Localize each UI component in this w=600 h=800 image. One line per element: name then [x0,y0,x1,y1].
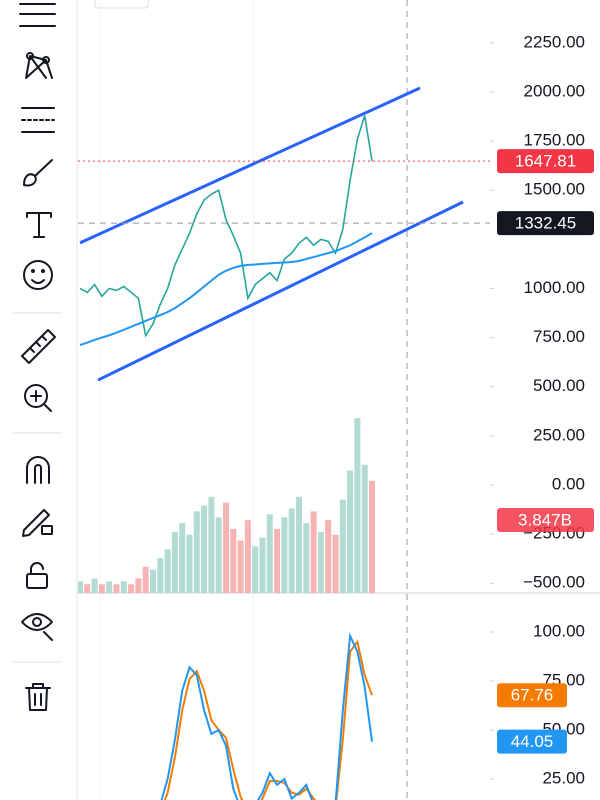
volume-bar [361,464,368,593]
volume-bar [223,502,229,593]
volume-bar [157,558,164,593]
price-badge [497,211,594,236]
tool-lock-draw[interactable] [22,509,53,537]
price-axis: 2250.00 2000.00 1750.00 1500.00 1000.00 750.0… [490,32,594,788]
price-line [79,115,373,338]
y-tick-label: 2000.00 [524,81,585,100]
price-badge [497,149,594,174]
y-tick-label: 2250.00 [524,32,585,51]
volume-bar [244,520,251,593]
volume-bar [128,584,135,593]
tool-ruler[interactable] [21,329,56,364]
price-pane [78,115,375,593]
price-badge-label: 1647.81 [515,152,576,171]
volume-bar [296,496,302,593]
volume-badge-label: 3.847B [518,510,572,529]
y-tick-label: 250.00 [533,425,585,444]
tool-fib[interactable] [21,107,55,133]
volume-bar [186,534,193,593]
price-badge-label: 67.76 [511,686,554,705]
volume-bar [266,514,273,593]
volume-badge [497,508,594,532]
volume-bar [281,517,288,593]
volume-bar [106,581,113,593]
y-tick-label: 0.00 [552,474,585,493]
y-tick-label: 1500.00 [524,180,585,199]
trend-line [97,200,464,382]
volume-bar [354,418,361,593]
volume-bar [237,540,244,593]
tool-visibility[interactable] [21,613,53,641]
volume-bar [332,534,339,593]
y-tick-label: −500.00 [523,573,585,592]
volume-bar [325,520,332,593]
volume-bar [347,470,354,593]
volume-bar [215,517,222,593]
price-badge-label: 44.05 [511,732,554,751]
y-tick-label: 750.00 [533,327,585,346]
volume-bar [142,566,149,593]
volume-bar [113,584,120,593]
volume-bar [310,511,317,593]
volume-bar [288,508,295,593]
volume-bar [303,523,310,593]
y-tick-label: 500.00 [533,376,585,395]
volume-bar [201,505,208,593]
volume-bar [230,528,237,593]
tool-pattern[interactable] [25,52,53,79]
toolbar [12,3,62,711]
y-tick-label: 1000.00 [524,278,585,297]
volume-bar [98,584,105,593]
volume-bar [171,531,178,593]
volume-bar [164,549,171,593]
price-badge [497,683,567,708]
volume-bar [208,496,215,593]
volume-bar [135,578,142,593]
volume-bar [120,581,127,593]
volume-bar [91,578,98,593]
tool-text[interactable] [26,212,52,238]
tool-emoji[interactable] [23,260,53,290]
volume-bar [274,528,281,593]
indicator-line [163,639,373,800]
volume-bar [339,499,346,593]
volume-bar [78,581,83,593]
volume-bar [179,523,186,593]
top-box [94,0,149,9]
y-tick-label: 25.00 [542,769,585,788]
indicator-line [160,632,373,800]
tool-magnet[interactable] [26,456,50,484]
tool-lock[interactable] [26,562,48,589]
price-badge [497,729,567,754]
trend-line [79,86,421,245]
tool-delete[interactable] [25,683,51,711]
volume-bar [369,480,375,593]
indicator-line [79,232,373,347]
volume-bar [259,537,266,593]
volume-bar [252,546,259,593]
rsi-pane [160,632,373,800]
volume-bar [193,511,200,593]
price-badge-label: 1332.45 [515,214,576,233]
volume-bar [150,569,156,593]
volume-bar [317,531,324,593]
volume-bar [84,584,91,593]
tool-lines[interactable] [19,3,56,27]
tool-brush[interactable] [23,159,53,187]
y-tick-label: 100.00 [533,621,585,640]
y-tick-label: 1750.00 [524,131,585,150]
tool-zoom[interactable] [24,384,52,412]
